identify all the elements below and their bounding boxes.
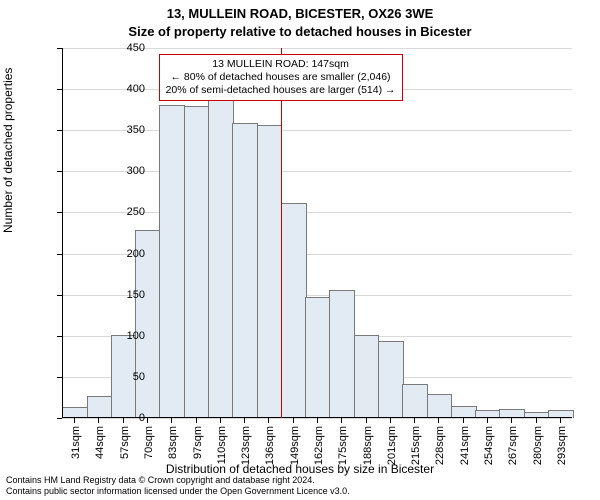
x-tick-mark [74,418,75,423]
x-tick-mark [463,418,464,423]
y-axis-line [62,48,63,418]
histogram-bar [354,335,380,418]
y-tick-mark [57,212,62,213]
histogram-bar [159,105,185,418]
x-tick-mark [438,418,439,423]
x-tick-mark [293,418,294,423]
x-tick-mark [536,418,537,423]
annotation-line: 20% of semi-detached houses are larger (… [166,84,396,97]
x-tick-label: 254sqm [483,426,495,486]
x-tick-mark [317,418,318,423]
x-tick-mark [341,418,342,423]
x-tick-mark [487,418,488,423]
y-tick-mark [57,377,62,378]
y-tick-mark [57,418,62,419]
x-tick-mark [560,418,561,423]
y-tick-mark [57,48,62,49]
x-tick-label: 228sqm [434,426,446,486]
x-tick-mark [220,418,221,423]
histogram-bar [402,384,428,418]
x-tick-label: 188sqm [362,426,374,486]
y-tick-mark [57,254,62,255]
histogram-bar [305,297,331,418]
histogram-bar [329,290,355,418]
histogram-bar [232,123,258,418]
x-tick-label: 136sqm [264,426,276,486]
annotation-line: 13 MULLEIN ROAD: 147sqm [166,58,396,71]
x-tick-mark [98,418,99,423]
x-tick-mark [196,418,197,423]
histogram-bar [257,125,283,418]
x-tick-label: 241sqm [459,426,471,486]
x-tick-label: 110sqm [216,426,228,486]
y-tick-mark [57,295,62,296]
x-tick-label: 215sqm [410,426,422,486]
x-tick-label: 280sqm [532,426,544,486]
x-tick-label: 175sqm [337,426,349,486]
plot-area: 13 MULLEIN ROAD: 147sqm← 80% of detached… [62,48,572,418]
footer-line-2: Contains public sector information licen… [6,486,350,497]
annotation-line: ← 80% of detached houses are smaller (2,… [166,71,396,84]
annotation-box: 13 MULLEIN ROAD: 147sqm← 80% of detached… [159,54,403,101]
x-tick-label: 44sqm [94,426,106,486]
histogram-bar [378,341,404,418]
chart-title-1: 13, MULLEIN ROAD, BICESTER, OX26 3WE [0,6,600,21]
x-tick-mark [390,418,391,423]
x-tick-mark [123,418,124,423]
histogram-bar [184,106,210,418]
x-tick-label: 97sqm [192,426,204,486]
x-tick-mark [366,418,367,423]
y-tick-mark [57,336,62,337]
x-tick-mark [511,418,512,423]
x-tick-label: 162sqm [313,426,325,486]
x-tick-mark [414,418,415,423]
y-tick-mark [57,89,62,90]
x-tick-mark [171,418,172,423]
x-tick-label: 149sqm [289,426,301,486]
chart-container: { "chart": { "type": "histogram", "title… [0,0,600,500]
x-tick-label: 57sqm [119,426,131,486]
chart-title-2: Size of property relative to detached ho… [0,24,600,39]
x-tick-label: 83sqm [167,426,179,486]
y-tick-mark [57,171,62,172]
x-tick-label: 293sqm [556,426,568,486]
histogram-bar [208,96,234,418]
y-tick-mark [57,130,62,131]
x-tick-mark [147,418,148,423]
histogram-bar [427,394,453,418]
histogram-bar [281,203,307,418]
marker-line [281,48,282,418]
x-tick-mark [268,418,269,423]
x-tick-mark [244,418,245,423]
y-axis-label: Number of detached properties [1,68,15,233]
x-tick-label: 123sqm [240,426,252,486]
x-tick-label: 201sqm [386,426,398,486]
x-tick-label: 31sqm [70,426,82,486]
x-tick-label: 70sqm [143,426,155,486]
x-tick-label: 267sqm [507,426,519,486]
